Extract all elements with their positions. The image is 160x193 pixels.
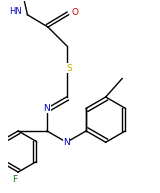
- Text: HN: HN: [10, 7, 22, 16]
- Text: F: F: [12, 175, 18, 184]
- Text: N: N: [63, 138, 70, 147]
- Text: N: N: [44, 104, 50, 113]
- Text: O: O: [71, 8, 78, 17]
- Text: S: S: [67, 64, 72, 73]
